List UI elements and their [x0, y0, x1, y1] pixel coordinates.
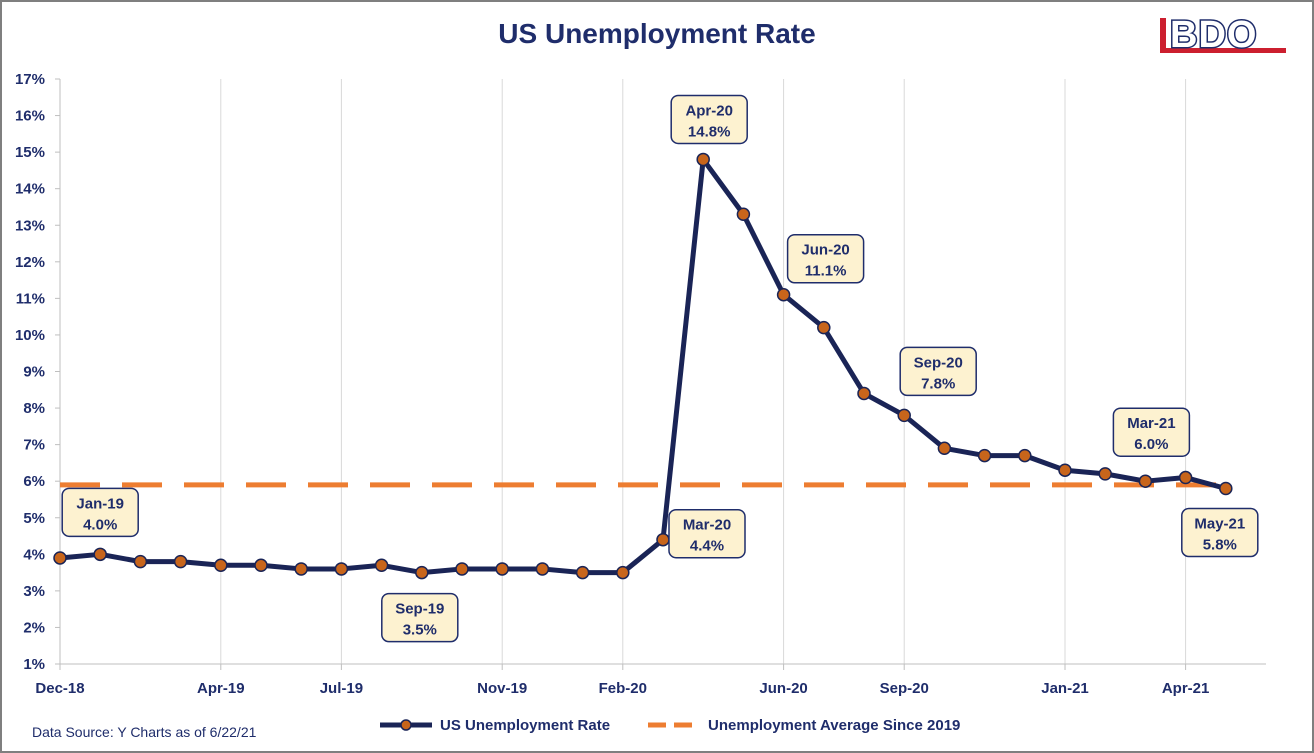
callout-box	[668, 508, 746, 559]
x-tick-label: Jul-19	[320, 680, 363, 697]
y-tick-label: 14%	[15, 181, 45, 198]
bdo-logo: BDO BDO	[1158, 13, 1288, 58]
data-point	[656, 532, 670, 547]
data-point	[1178, 470, 1193, 485]
data-point	[736, 207, 751, 222]
callout-date-label: Sep-19	[395, 601, 444, 618]
callout-date-label: Jan-19	[76, 495, 124, 512]
data-point	[214, 558, 228, 573]
callout-box	[381, 592, 459, 643]
callout-box	[1181, 507, 1259, 558]
data-point	[937, 441, 952, 456]
svg-text:BDO: BDO	[1170, 14, 1257, 56]
legend-label-average: Unemployment Average Since 2019	[708, 716, 961, 734]
callout-value-label: 11.1%	[805, 263, 847, 280]
data-point	[374, 558, 389, 573]
chart-legend: US Unemployment Rate Unemployment Averag…	[380, 714, 998, 736]
data-point	[535, 562, 550, 576]
chart-title: US Unemployment Rate	[498, 18, 816, 49]
legend-item-unemployment-rate: US Unemployment Rate	[380, 717, 610, 734]
data-point	[616, 565, 630, 580]
x-tick-label: Apr-21	[1162, 680, 1210, 697]
data-point	[1058, 463, 1072, 477]
callout-date-label: Apr-20	[685, 102, 733, 119]
data-point	[415, 565, 429, 580]
y-tick-label: 12%	[15, 254, 45, 271]
data-point	[294, 562, 308, 576]
unemployment-rate-line	[59, 156, 1227, 576]
data-point	[1018, 448, 1032, 463]
legend-line-marker-icon	[380, 719, 432, 731]
callout-date-label: Sep-20	[914, 354, 963, 371]
data-point	[495, 562, 509, 576]
legend-dashed-line-icon	[648, 722, 701, 728]
svg-text:BDO: BDO	[1170, 14, 1257, 56]
callout-box	[1112, 407, 1191, 457]
callout-date-label: May-21	[1194, 516, 1245, 533]
callout-box	[899, 346, 977, 397]
y-tick-label: 16%	[15, 108, 45, 125]
y-tick-label: 5%	[23, 510, 45, 527]
x-tick-label: Nov-19	[477, 680, 527, 697]
callout-box	[670, 94, 748, 145]
callout-value-label: 4.0%	[83, 516, 117, 533]
x-tick-label: Sep-20	[880, 680, 929, 697]
data-point	[133, 554, 148, 569]
y-tick-label: 1%	[23, 656, 45, 673]
data-point	[173, 554, 188, 569]
data-point	[334, 562, 349, 576]
y-tick-label: 15%	[15, 144, 45, 161]
data-point	[575, 565, 590, 580]
legend-label-unemployment-rate: US Unemployment Rate	[440, 716, 611, 734]
data-point	[897, 408, 911, 423]
y-tick-label: 4%	[23, 546, 45, 563]
data-point	[93, 547, 107, 562]
callout-box	[786, 233, 865, 284]
data-point	[254, 558, 268, 573]
x-tick-label: Apr-19	[197, 680, 245, 697]
legend-item-average: Unemployment Average Since 2019	[648, 717, 960, 734]
data-point	[1138, 474, 1153, 488]
callout-value-label: 14.8%	[688, 123, 731, 140]
callout-value-label: 6.0%	[1134, 436, 1168, 453]
data-point	[857, 386, 871, 401]
callout-value-label: 5.8%	[1203, 537, 1237, 554]
y-tick-label: 11%	[16, 290, 45, 307]
y-tick-label: 2%	[23, 619, 45, 636]
y-tick-label: 9%	[23, 364, 45, 381]
data-source-note: Data Source: Y Charts as of 6/22/21	[32, 724, 257, 740]
data-point	[1219, 481, 1233, 496]
y-tick-label: 6%	[23, 473, 45, 490]
callout-value-label: 4.4%	[690, 538, 724, 555]
callout-value-label: 3.5%	[403, 622, 437, 639]
data-point	[53, 551, 67, 565]
data-point	[776, 287, 791, 302]
callout-value-label: 7.8%	[921, 375, 955, 392]
y-tick-label: 10%	[15, 327, 45, 344]
x-tick-label: Dec-18	[35, 680, 84, 697]
y-tick-label: 7%	[23, 437, 45, 454]
callout-date-label: Mar-21	[1127, 415, 1175, 432]
data-point	[1098, 467, 1112, 481]
y-tick-label: 13%	[15, 217, 45, 234]
y-tick-label: 17%	[15, 71, 45, 88]
y-tick-label: 3%	[23, 583, 45, 600]
callout-box	[61, 487, 139, 538]
data-point	[696, 152, 710, 167]
callout-date-label: Jun-20	[801, 242, 849, 259]
x-tick-label: Jan-21	[1041, 680, 1089, 697]
x-tick-label: Jun-20	[759, 680, 807, 697]
data-point	[817, 320, 831, 335]
callout-date-label: Mar-20	[683, 517, 731, 534]
x-tick-label: Feb-20	[599, 680, 647, 697]
data-point	[455, 562, 469, 576]
data-point	[977, 448, 992, 463]
y-tick-label: 8%	[23, 400, 45, 417]
